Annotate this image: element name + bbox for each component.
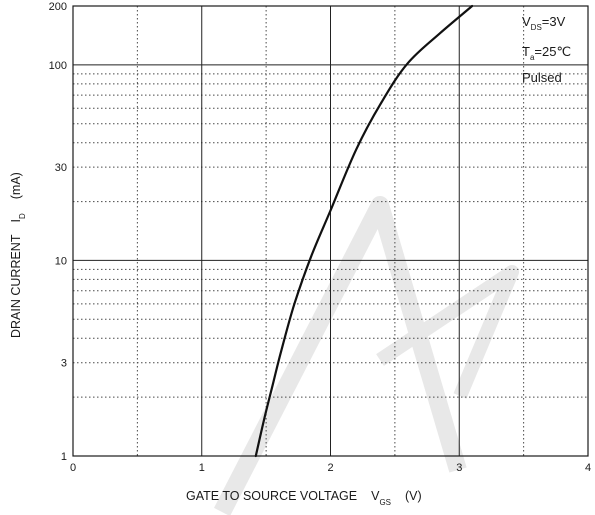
svg-text:DRAIN CURRENTID(mA): DRAIN CURRENTID(mA) xyxy=(9,172,27,338)
vds-condition: VDS=3V xyxy=(522,14,566,32)
ta-condition: Ta=25℃ xyxy=(522,44,571,62)
x-tick-label: 3 xyxy=(456,462,462,474)
y-tick-label: 30 xyxy=(55,162,67,174)
watermark xyxy=(213,196,519,515)
series-line xyxy=(254,4,474,458)
y-tick-labels: 1 3 10 30 100 200 xyxy=(49,1,67,463)
x-axis-title: GATE TO SOURCE VOLTAGE VGS (V) xyxy=(186,489,422,507)
y-tick-label: 1 xyxy=(61,451,67,463)
x-tick-label: 1 xyxy=(199,462,205,474)
y-tick-label: 10 xyxy=(55,255,67,267)
y-axis-title: DRAIN CURRENTID(mA) xyxy=(9,172,27,338)
y-tick-label: 3 xyxy=(61,358,67,370)
y-tick-label: 100 xyxy=(49,60,67,72)
x-tick-label: 2 xyxy=(327,462,333,474)
conditions-annotation: VDS=3V Ta=25℃ Pulsed xyxy=(522,14,571,85)
y-tick-label: 200 xyxy=(49,1,67,13)
pulsed-condition: Pulsed xyxy=(522,70,562,85)
x-tick-label: 4 xyxy=(585,462,591,474)
x-tick-labels: 0 1 2 3 4 xyxy=(70,462,591,474)
x-tick-label: 0 xyxy=(70,462,76,474)
major-grid xyxy=(73,6,588,456)
plot-frame xyxy=(72,5,589,457)
